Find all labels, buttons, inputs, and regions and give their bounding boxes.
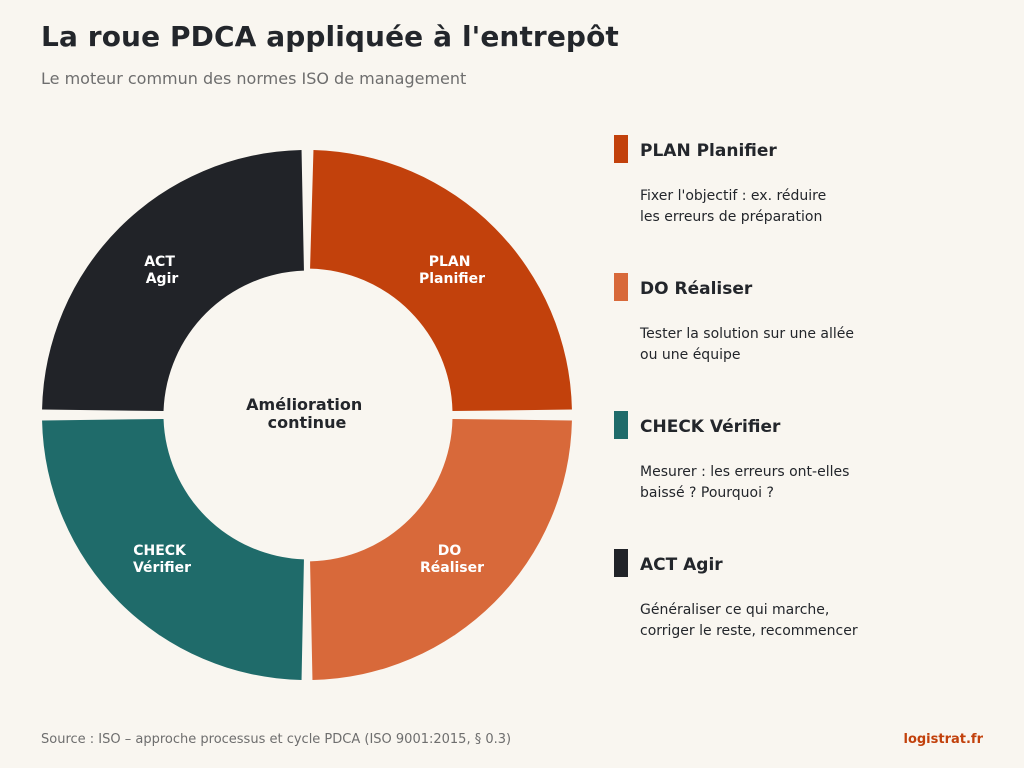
plan-label-verb: Planifier [419, 271, 485, 287]
page-title: La roue PDCA appliquée à l'entrepôt [41, 20, 619, 53]
plan-label-code: PLAN [429, 254, 471, 270]
plan-color-swatch [614, 135, 628, 163]
do-color-swatch [614, 273, 628, 301]
act-segment-label: ACT Agir [144, 254, 180, 287]
check-segment-label: CHECK Vérifier [133, 543, 191, 576]
legend-heading-check: CHECK Vérifier [640, 417, 781, 437]
center-label: Amélioration continue [246, 395, 368, 432]
legend-heading-plan: PLAN Planifier [640, 141, 777, 161]
legend-description-line: Tester la solution sur une allée [640, 326, 854, 342]
check-color-swatch [614, 411, 628, 439]
act-label-verb: Agir [146, 271, 179, 287]
act-segment [42, 150, 304, 412]
plan-segment [310, 150, 572, 412]
act-color-swatch [614, 549, 628, 577]
legend-description-check: Mesurer : les erreurs ont-elles baissé ?… [640, 462, 960, 504]
do-label-code: DO [438, 543, 462, 559]
center-label-line1: Amélioration [246, 395, 362, 414]
brand-link[interactable]: logistrat.fr [903, 732, 983, 747]
check-label-code: CHECK [133, 543, 187, 559]
source-note: Source : ISO – approche processus et cyc… [41, 732, 512, 747]
phase-legend: PLAN Planifier Fixer l'objectif : ex. ré… [614, 0, 1014, 768]
do-segment-label: DO Réaliser [420, 543, 484, 576]
legend-description-line: Fixer l'objectif : ex. réduire [640, 188, 827, 204]
plan-segment-label: PLAN Planifier [419, 254, 485, 287]
check-segment [42, 418, 304, 680]
legend-description-line: corriger le reste, recommencer [640, 623, 858, 639]
do-segment [310, 418, 572, 680]
legend-description-line: ou une équipe [640, 347, 741, 363]
legend-description-plan: Fixer l'objectif : ex. réduire les erreu… [640, 186, 960, 228]
legend-description-do: Tester la solution sur une allée ou une … [640, 324, 960, 366]
center-label-line2: continue [268, 413, 347, 432]
act-label-code: ACT [144, 254, 175, 270]
legend-description-act: Généraliser ce qui marche, corriger le r… [640, 600, 960, 642]
legend-description-line: baissé ? Pourquoi ? [640, 485, 774, 501]
legend-heading-act: ACT Agir [640, 555, 723, 575]
legend-description-line: Généraliser ce qui marche, [640, 602, 830, 618]
legend-heading-do: DO Réaliser [640, 279, 753, 299]
do-label-verb: Réaliser [420, 560, 484, 576]
legend-description-line: les erreurs de préparation [640, 209, 823, 225]
page-subtitle: Le moteur commun des normes ISO de manag… [41, 69, 467, 88]
legend-description-line: Mesurer : les erreurs ont-elles [640, 464, 850, 480]
check-label-verb: Vérifier [133, 560, 191, 576]
